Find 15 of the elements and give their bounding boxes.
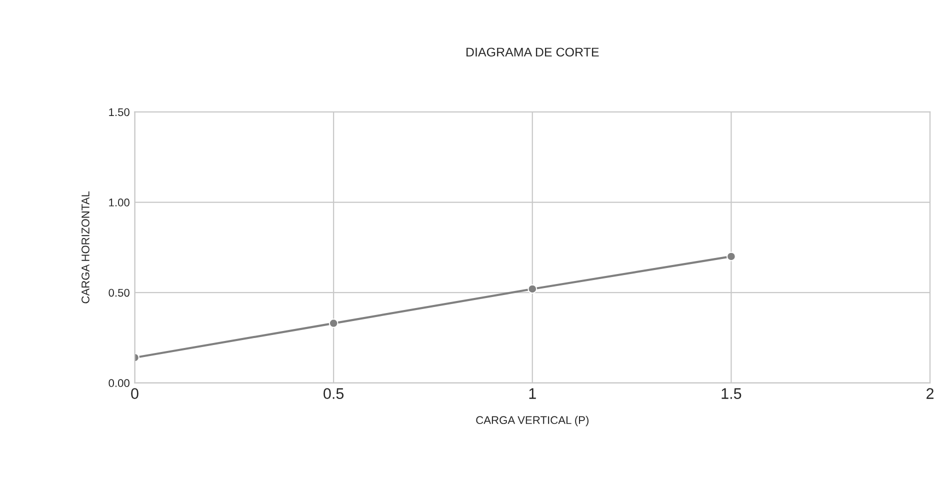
x-tick-label: 0.5 [324,388,344,399]
point [328,318,338,328]
x-tick-label: 1 [529,388,536,399]
x-axis-title: CARGA VERTICAL (P) [476,416,589,426]
point [528,284,538,294]
x-tick-label: 0 [131,388,138,399]
x-tick-label: 2 [926,388,934,399]
y-tick-label: 1.00 [109,198,130,206]
y-tick-label: 0.00 [108,379,130,388]
y-tick-label: 1.50 [109,108,130,116]
x-tick-label: 1.5 [722,388,742,399]
y-tick-label: 0.50 [108,288,130,297]
point [726,252,736,262]
chart-title: DIAGRAMA DE CORTE [466,48,599,57]
y-axis-title: CARGA HORIZONTAL [82,191,90,304]
